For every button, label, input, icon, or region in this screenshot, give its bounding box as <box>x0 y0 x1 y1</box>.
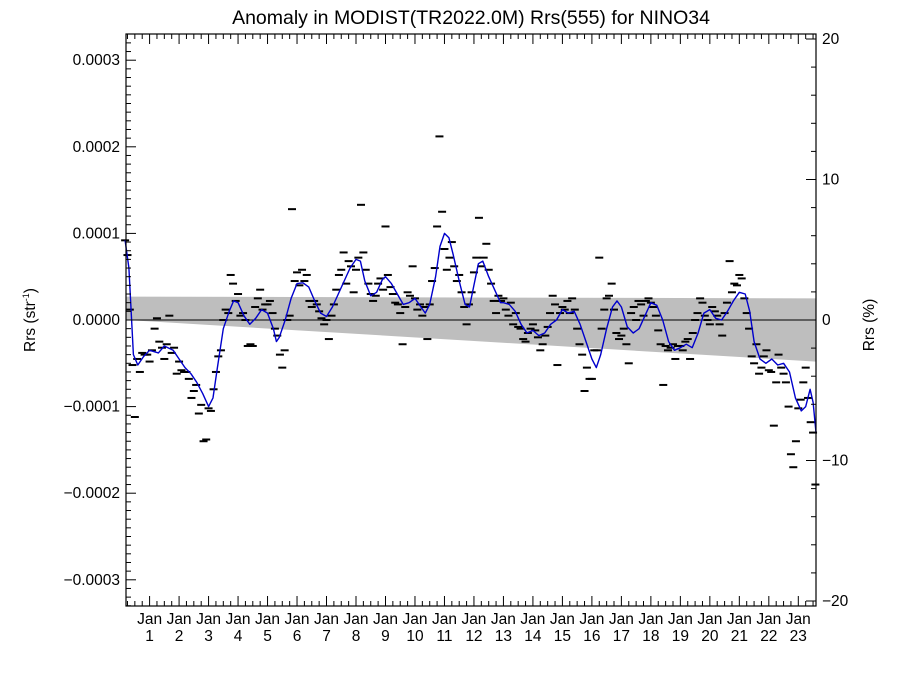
smoothed-line-layer <box>124 232 817 433</box>
x-tick-month-label: Jan <box>550 611 575 628</box>
x-tick-year-label: 2 <box>175 628 184 645</box>
y2-tick-label: −10 <box>822 453 849 470</box>
y-axis-label-close: ) <box>22 288 39 293</box>
x-tick-year-label: 13 <box>495 628 512 645</box>
x-tick-month-label: Jan <box>285 611 310 628</box>
x-tick-year-label: 15 <box>554 628 571 645</box>
y-axis-label-sup: -1 <box>21 293 31 301</box>
x-tick-month-label: Jan <box>373 611 398 628</box>
chart-title: Anomaly in MODIST(TR2022.0M) Rrs(555) fo… <box>232 7 710 29</box>
x-tick-year-label: 22 <box>760 628 777 645</box>
x-tick-month-label: Jan <box>344 611 369 628</box>
x-tick-month-label: Jan <box>727 611 752 628</box>
x-tick-month-label: Jan <box>255 611 280 628</box>
x-tick-year-label: 5 <box>263 628 272 645</box>
x-tick-month-label: Jan <box>520 611 545 628</box>
x-tick-year-label: 4 <box>234 628 243 645</box>
x-tick-month-label: Jan <box>167 611 192 628</box>
y2-tick-label: 10 <box>822 172 840 189</box>
x-tick-month-label: Jan <box>786 611 811 628</box>
x-tick-year-label: 8 <box>352 628 361 645</box>
x-tick-year-label: 3 <box>204 628 213 645</box>
y-axis-ticks: 0.0003 0.0002 0.0001 0.0000 −0.0001 −0.0002 −0… <box>64 42 136 607</box>
y-tick-label: 0.0001 <box>73 225 120 242</box>
y-axis-label-main: Rrs (str <box>22 301 39 352</box>
x-tick-month-label: Jan <box>196 611 221 628</box>
x-tick-year-label: 16 <box>583 628 600 645</box>
x-axis-ticks: Jan1Jan2Jan3Jan4Jan5Jan6Jan7Jan8Jan9Jan1… <box>126 34 814 645</box>
x-tick-year-label: 14 <box>524 628 542 645</box>
x-tick-year-label: 6 <box>293 628 302 645</box>
x-tick-year-label: 1 <box>145 628 154 645</box>
y2-tick-label: 0 <box>822 312 831 329</box>
shaded-band-layer <box>126 296 816 362</box>
x-tick-year-label: 9 <box>381 628 390 645</box>
y-tick-label: −0.0001 <box>64 399 120 416</box>
x-tick-year-label: 18 <box>642 628 659 645</box>
y-tick-label: 0.0000 <box>73 312 121 329</box>
x-tick-month-label: Jan <box>697 611 722 628</box>
x-tick-month-label: Jan <box>402 611 427 628</box>
y-tick-label: 0.0002 <box>73 139 120 156</box>
x-tick-year-label: 12 <box>465 628 482 645</box>
x-tick-year-label: 17 <box>613 628 630 645</box>
x-tick-month-label: Jan <box>756 611 781 628</box>
x-tick-month-label: Jan <box>226 611 251 628</box>
x-tick-month-label: Jan <box>432 611 457 628</box>
monthly-markers-layer <box>121 135 820 486</box>
x-tick-month-label: Jan <box>579 611 604 628</box>
y2-axis-ticks: 20 10 0 −10 −20 <box>806 31 849 610</box>
x-tick-month-label: Jan <box>461 611 486 628</box>
x-tick-month-label: Jan <box>638 611 663 628</box>
x-tick-month-label: Jan <box>314 611 339 628</box>
x-tick-month-label: Jan <box>137 611 162 628</box>
y2-tick-label: 20 <box>822 31 840 48</box>
y-tick-label: −0.0002 <box>64 485 120 502</box>
y-axis-label: Rrs (str-1) <box>21 288 39 352</box>
y2-axis-label: Rrs (%) <box>861 299 878 352</box>
x-tick-year-label: 20 <box>701 628 719 645</box>
y2-tick-label: −20 <box>822 593 849 610</box>
x-tick-month-label: Jan <box>668 611 693 628</box>
x-tick-year-label: 10 <box>406 628 424 645</box>
x-tick-year-label: 23 <box>790 628 807 645</box>
x-tick-month-label: Jan <box>491 611 516 628</box>
x-tick-year-label: 7 <box>322 628 331 645</box>
x-tick-year-label: 19 <box>672 628 689 645</box>
x-tick-year-label: 11 <box>436 628 452 645</box>
y-tick-label: −0.0003 <box>64 572 120 589</box>
x-tick-month-label: Jan <box>609 611 634 628</box>
smoothed-series-line <box>124 232 817 433</box>
uncertainty-band <box>126 296 816 362</box>
y-tick-label: 0.0003 <box>73 52 120 69</box>
x-tick-year-label: 21 <box>731 628 748 645</box>
